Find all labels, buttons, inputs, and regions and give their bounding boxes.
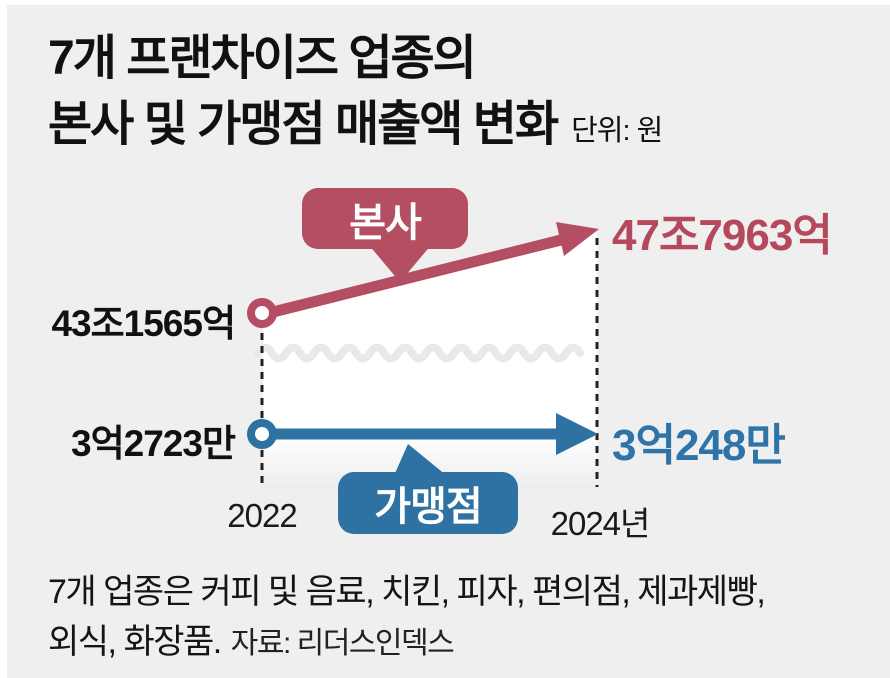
footnote: 7개 업종은 커피 및 음료, 치킨, 피자, 편의점, 제과제빵, 외식, 화… xyxy=(48,567,766,669)
franchise-series-label: 가맹점 xyxy=(374,485,482,529)
franchise-2024-value: 3억248만 xyxy=(612,421,786,470)
hq-trend-line xyxy=(263,233,567,320)
footnote-line2: 외식, 화장품. xyxy=(48,623,222,661)
page-left-margin xyxy=(0,0,7,678)
unit-label: 단위: 원 xyxy=(571,115,663,147)
hq-series-label: 본사 xyxy=(349,200,422,245)
hq-callout-bubble: 본사 xyxy=(302,188,468,249)
franchise-2022-value: 3억2723만 xyxy=(71,423,236,464)
hq-start-point xyxy=(247,298,277,328)
page-top-margin xyxy=(0,0,890,5)
franchise-bubble-tail xyxy=(392,444,452,480)
x-tick-2022: 2022 xyxy=(227,497,297,534)
chart-title-line1: 7개 프랜차이즈 업종의 xyxy=(48,32,477,85)
footnote-line1: 7개 업종은 커피 및 음료, 치킨, 피자, 편의점, 제과제빵, xyxy=(48,573,766,611)
axis-break-wave xyxy=(254,343,584,363)
hq-bubble-tail xyxy=(368,244,432,282)
hq-2024-value: 47조7963억 xyxy=(612,211,833,260)
chart-title: 7개 프랜차이즈 업종의 본사 및 가맹점 매출액 변화 단위: 원 xyxy=(48,26,663,164)
chart-title-line2: 본사 및 가맹점 매출액 변화 xyxy=(48,98,559,151)
franchise-callout-bubble: 가맹점 xyxy=(338,472,518,534)
franchise-start-point xyxy=(247,419,277,449)
hq-trend-arrowhead xyxy=(556,222,599,256)
source-label: 자료: 리더스인덱스 xyxy=(230,627,455,660)
franchise-trend-arrowhead xyxy=(556,413,598,455)
x-tick-2024: 2024년 xyxy=(550,505,651,542)
hq-2022-value: 43조1565억 xyxy=(51,303,236,344)
